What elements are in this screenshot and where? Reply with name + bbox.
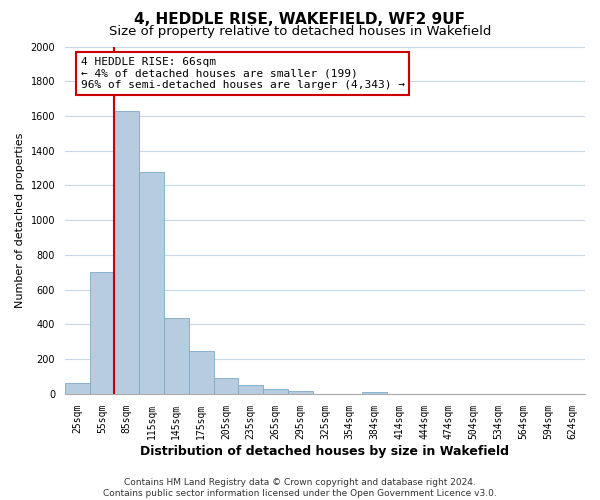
Text: Contains HM Land Registry data © Crown copyright and database right 2024.
Contai: Contains HM Land Registry data © Crown c…	[103, 478, 497, 498]
Bar	[139, 172, 164, 394]
Text: 4, HEDDLE RISE, WAKEFIELD, WF2 9UF: 4, HEDDLE RISE, WAKEFIELD, WF2 9UF	[134, 12, 466, 28]
Bar	[189, 350, 214, 394]
Text: 4 HEDDLE RISE: 66sqm
← 4% of detached houses are smaller (199)
96% of semi-detac: 4 HEDDLE RISE: 66sqm ← 4% of detached ho…	[80, 57, 404, 90]
X-axis label: Distribution of detached houses by size in Wakefield: Distribution of detached houses by size …	[140, 444, 509, 458]
Bar	[288, 391, 313, 394]
Y-axis label: Number of detached properties: Number of detached properties	[15, 132, 25, 308]
Bar	[263, 389, 288, 394]
Bar	[89, 272, 115, 394]
Text: Size of property relative to detached houses in Wakefield: Size of property relative to detached ho…	[109, 25, 491, 38]
Bar	[115, 111, 139, 394]
Bar	[362, 392, 387, 394]
Bar	[238, 386, 263, 394]
Bar	[164, 318, 189, 394]
Bar	[65, 382, 89, 394]
Bar	[214, 378, 238, 394]
